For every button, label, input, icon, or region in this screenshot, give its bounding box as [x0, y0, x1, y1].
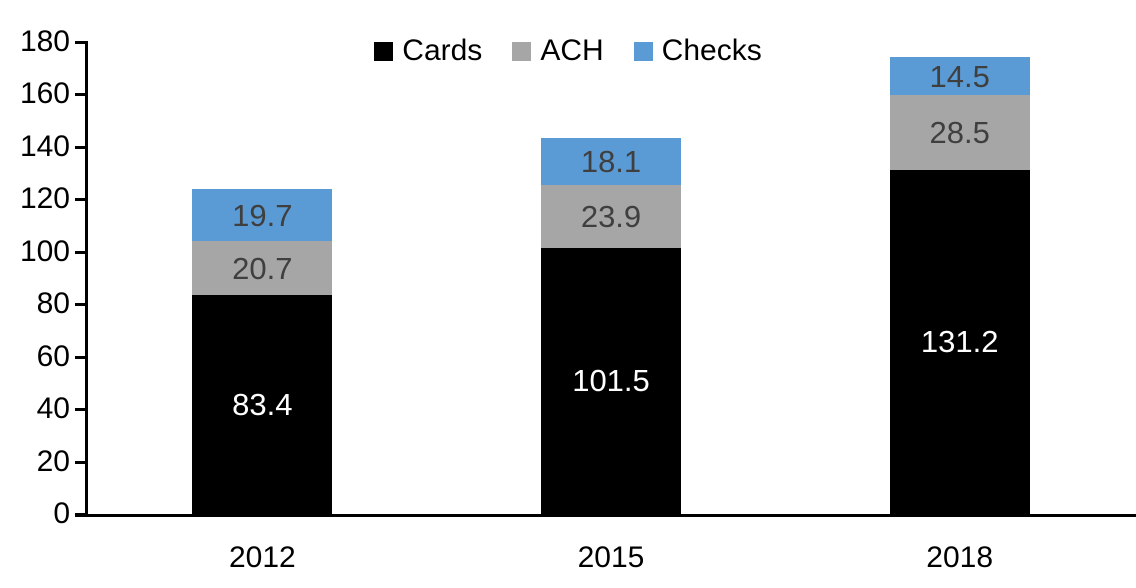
legend-swatch-cards-icon [374, 41, 394, 61]
legend-item-cards: Cards [374, 36, 482, 66]
y-tick-label: 80 [36, 287, 70, 321]
value-label-2012-checks: 19.7 [232, 197, 293, 233]
y-tick-label: 0 [53, 497, 70, 530]
bar-2012-cards-segment: 83.4 [192, 295, 333, 514]
y-tick-label: 40 [36, 392, 70, 426]
legend-label-ach: ACH [540, 34, 604, 67]
x-axis-line [75, 514, 1136, 517]
legend-item-ach: ACH [512, 34, 604, 67]
y-tick-mark [75, 460, 88, 464]
bar-2018-ach-segment: 28.5 [889, 95, 1030, 170]
legend-swatch-ach-icon [512, 41, 532, 61]
y-tick-label: 20 [36, 444, 70, 478]
value-label-2018-ach: 28.5 [929, 115, 990, 151]
value-label-2018-checks: 14.5 [929, 58, 990, 94]
y-tick-label: 100 [19, 234, 70, 268]
y-axis-line [85, 42, 88, 517]
y-tick-label: 120 [19, 182, 70, 216]
y-tick-label: 180 [19, 25, 70, 58]
legend-label-checks: Checks [661, 34, 762, 67]
bar-2012-checks-segment: 19.7 [192, 189, 333, 242]
bar-2015-checks-segment: 18.1 [541, 137, 681, 186]
value-label-2012-ach: 20.7 [232, 250, 293, 286]
y-tick-label: 60 [36, 339, 70, 373]
bar-2015-cards-segment: 101.5 [541, 247, 681, 514]
x-label-2018: 2018 [926, 541, 994, 574]
y-tick-mark [75, 513, 88, 516]
x-label-2015: 2015 [577, 541, 645, 574]
bar-2015-ach-segment: 23.9 [541, 185, 681, 248]
x-label-2012: 2012 [228, 541, 296, 574]
y-tick-mark [75, 408, 88, 412]
y-tick-label: 140 [19, 129, 70, 163]
y-tick-mark [75, 41, 88, 44]
value-label-2018-cards: 131.2 [920, 324, 999, 360]
value-label-2012-cards: 83.4 [232, 387, 293, 423]
y-tick-mark [75, 355, 88, 359]
legend-swatch-checks-icon [633, 41, 653, 61]
value-label-2015-cards: 101.5 [572, 363, 650, 399]
legend-item-checks: Checks [633, 34, 762, 67]
y-tick-mark [75, 303, 88, 307]
y-tick-mark [75, 250, 88, 254]
y-tick-mark [75, 93, 88, 97]
bar-2012-ach-segment: 20.7 [192, 241, 333, 296]
legend-label-cards: Cards [402, 34, 483, 67]
value-label-2015-checks: 18.1 [580, 143, 642, 179]
y-tick-mark [75, 145, 88, 149]
y-tick-mark [75, 198, 88, 202]
y-tick-label: 160 [19, 77, 70, 111]
value-label-2015-ach: 23.9 [580, 199, 642, 234]
bar-2018-cards-segment: 131.2 [889, 169, 1030, 514]
bar-2018-checks-segment: 14.5 [889, 57, 1030, 96]
